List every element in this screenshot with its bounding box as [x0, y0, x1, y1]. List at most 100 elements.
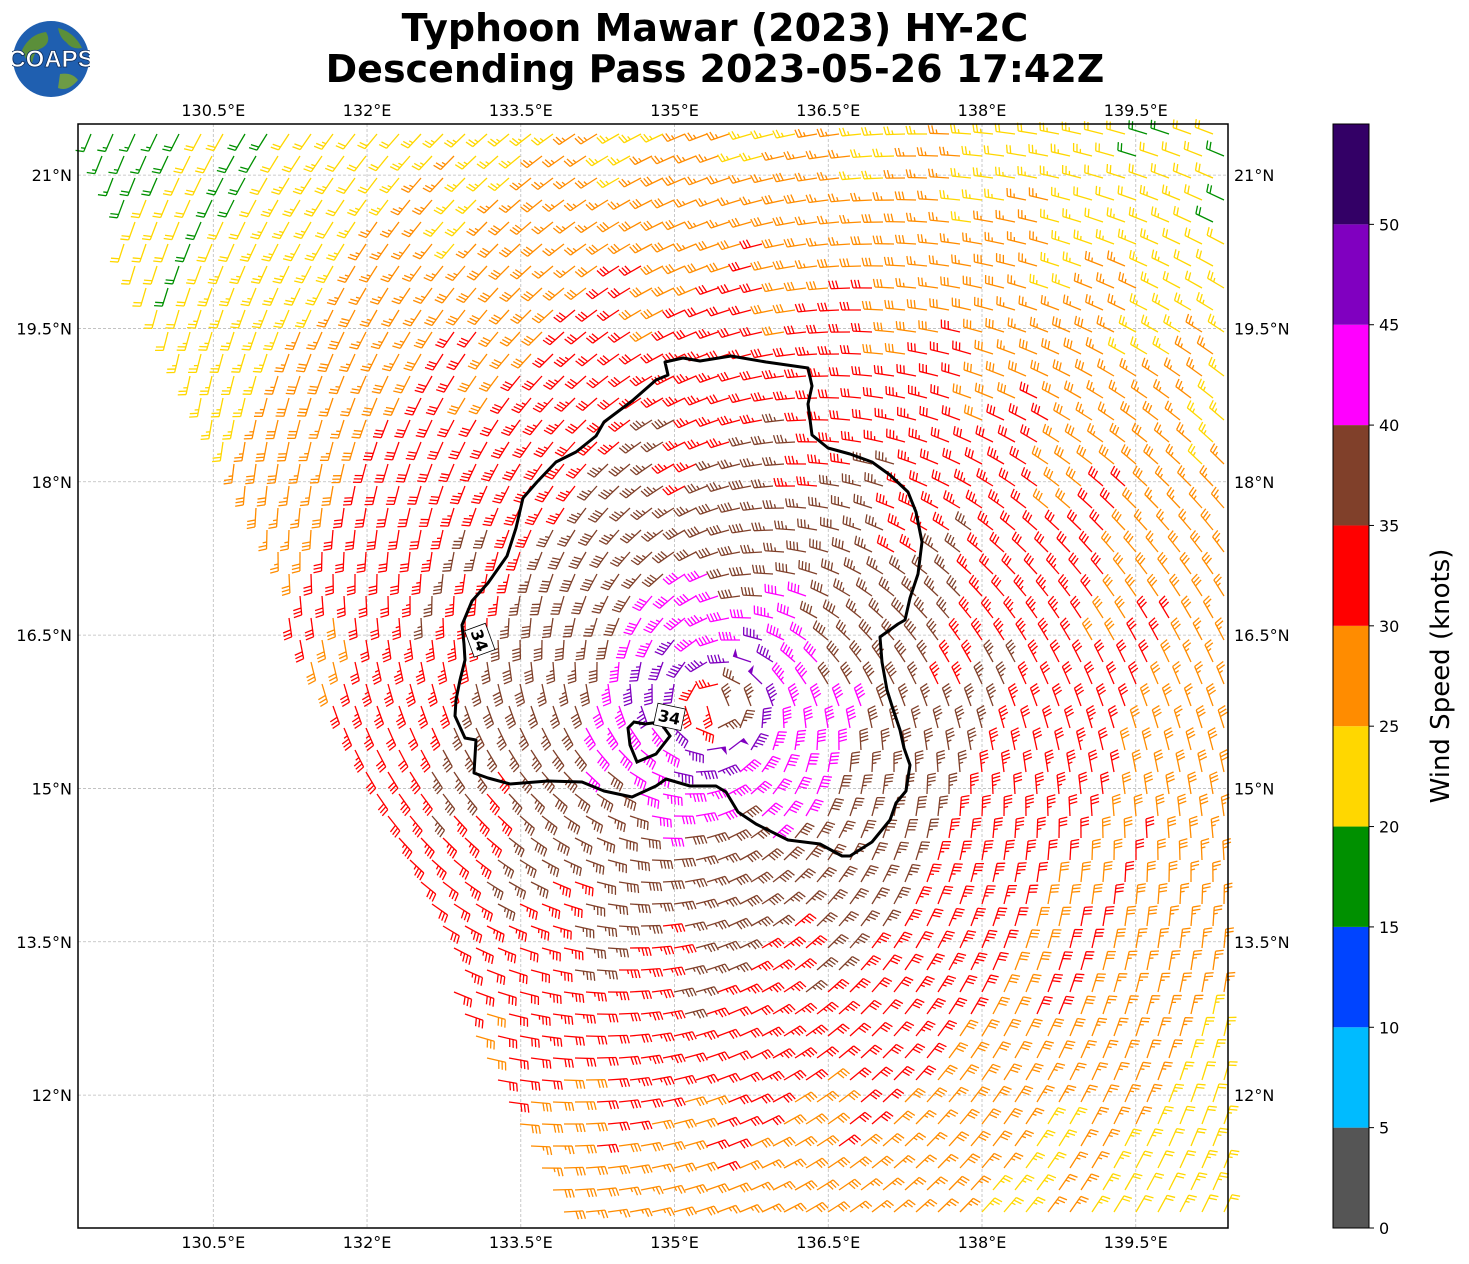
wind-barb	[839, 171, 861, 179]
wind-barb	[719, 632, 740, 640]
lon-label-bottom: 138°E	[958, 1233, 1007, 1252]
wind-barb	[1224, 973, 1235, 992]
wind-barb	[357, 134, 377, 149]
wind-barb	[1004, 930, 1019, 948]
wind-barb	[410, 816, 422, 837]
wind-barb	[744, 684, 753, 706]
wind-barb	[653, 596, 674, 608]
wind-barb	[630, 860, 649, 871]
wind-barb	[1070, 1196, 1089, 1212]
wind-barb	[498, 1036, 517, 1049]
wind-barb	[563, 618, 575, 637]
wind-barb	[293, 596, 301, 618]
wind-barb	[1111, 466, 1125, 486]
wind-barb	[1092, 1196, 1110, 1212]
wind-barb	[350, 376, 366, 393]
wind-barb	[347, 574, 355, 595]
wind-barb	[986, 318, 1004, 332]
wind-barb	[860, 729, 868, 750]
wind-barb	[828, 935, 848, 948]
wind-barb	[446, 354, 465, 370]
wind-barb	[370, 288, 388, 304]
wind-barb	[729, 963, 751, 972]
wind-barb	[1136, 1062, 1151, 1080]
wind-barb	[952, 254, 971, 266]
wind-barb	[1081, 817, 1089, 838]
wind-barb	[542, 200, 564, 211]
wind-barb	[729, 306, 751, 315]
wind-barb	[969, 575, 982, 596]
wind-barb	[1015, 1086, 1033, 1102]
wind-barb	[663, 397, 685, 406]
wind-barb	[861, 1000, 881, 1014]
wind-barb	[898, 407, 916, 420]
wind-barb	[784, 755, 800, 772]
wind-barb	[1142, 358, 1158, 376]
wind-barb	[1193, 618, 1202, 640]
wind-barb	[1168, 817, 1176, 838]
wind-barb	[489, 310, 509, 324]
wind-barb	[1206, 684, 1215, 706]
wind-barb	[587, 376, 608, 388]
wind-barb	[435, 332, 454, 348]
wind-barb	[620, 530, 641, 543]
wind-barb	[641, 1099, 663, 1108]
wind-barb	[608, 288, 630, 298]
wind-barb	[872, 978, 892, 992]
wind-barb	[872, 843, 888, 860]
wind-barb	[369, 244, 388, 260]
wind-barb	[1105, 618, 1114, 640]
wind-barb	[1147, 1040, 1161, 1058]
wind-barb	[1088, 423, 1103, 442]
wind-barb	[575, 1102, 596, 1110]
wind-barb	[1134, 794, 1142, 816]
wind-barb	[541, 728, 550, 750]
wind-barb	[740, 197, 762, 205]
wind-barb	[280, 530, 289, 551]
wind-barb	[487, 794, 499, 815]
wind-barb	[1156, 794, 1164, 816]
wind-barb	[1151, 163, 1169, 178]
wind-barb	[372, 662, 381, 684]
wind-barb	[1107, 164, 1125, 178]
wind-barb	[534, 640, 542, 661]
wind-barb	[641, 882, 662, 891]
wind-barb	[1213, 1084, 1227, 1102]
wind-barb	[475, 574, 487, 593]
wind-barb	[1081, 1130, 1098, 1146]
wind-barb	[1082, 618, 1092, 640]
wind-barb	[1048, 1063, 1065, 1080]
wind-barb	[740, 940, 762, 949]
wind-barb	[1026, 1108, 1044, 1124]
wind-barb	[608, 1122, 630, 1130]
wind-barb	[465, 750, 474, 772]
wind-barb	[608, 332, 630, 342]
wind-barb	[249, 134, 267, 150]
wind-barb	[569, 552, 586, 568]
wind-barb	[336, 178, 355, 193]
wind-barb	[361, 354, 377, 371]
wind-barb	[421, 552, 432, 572]
wind-barb	[773, 304, 795, 313]
wind-barb	[998, 382, 1015, 398]
wind-barb	[663, 684, 674, 704]
wind-barb	[483, 508, 498, 526]
wind-barb	[381, 266, 399, 282]
wind-barb	[971, 953, 987, 970]
wind-barb	[652, 199, 674, 208]
wind-barb	[550, 706, 559, 728]
wind-barb	[337, 222, 355, 238]
wind-barb	[1030, 684, 1039, 706]
wind-barb	[380, 596, 388, 617]
wind-barb	[819, 432, 839, 442]
wind-barb	[354, 750, 363, 772]
wind-barb	[729, 1051, 751, 1060]
wind-barb	[524, 464, 542, 480]
wind-barb	[949, 819, 960, 838]
wind-barb	[1026, 1019, 1043, 1036]
wind-barb	[619, 926, 639, 935]
wind-barb	[652, 1120, 674, 1129]
wind-barb	[509, 750, 519, 772]
wind-barb	[1127, 618, 1136, 640]
wind-barb	[1004, 1108, 1023, 1124]
